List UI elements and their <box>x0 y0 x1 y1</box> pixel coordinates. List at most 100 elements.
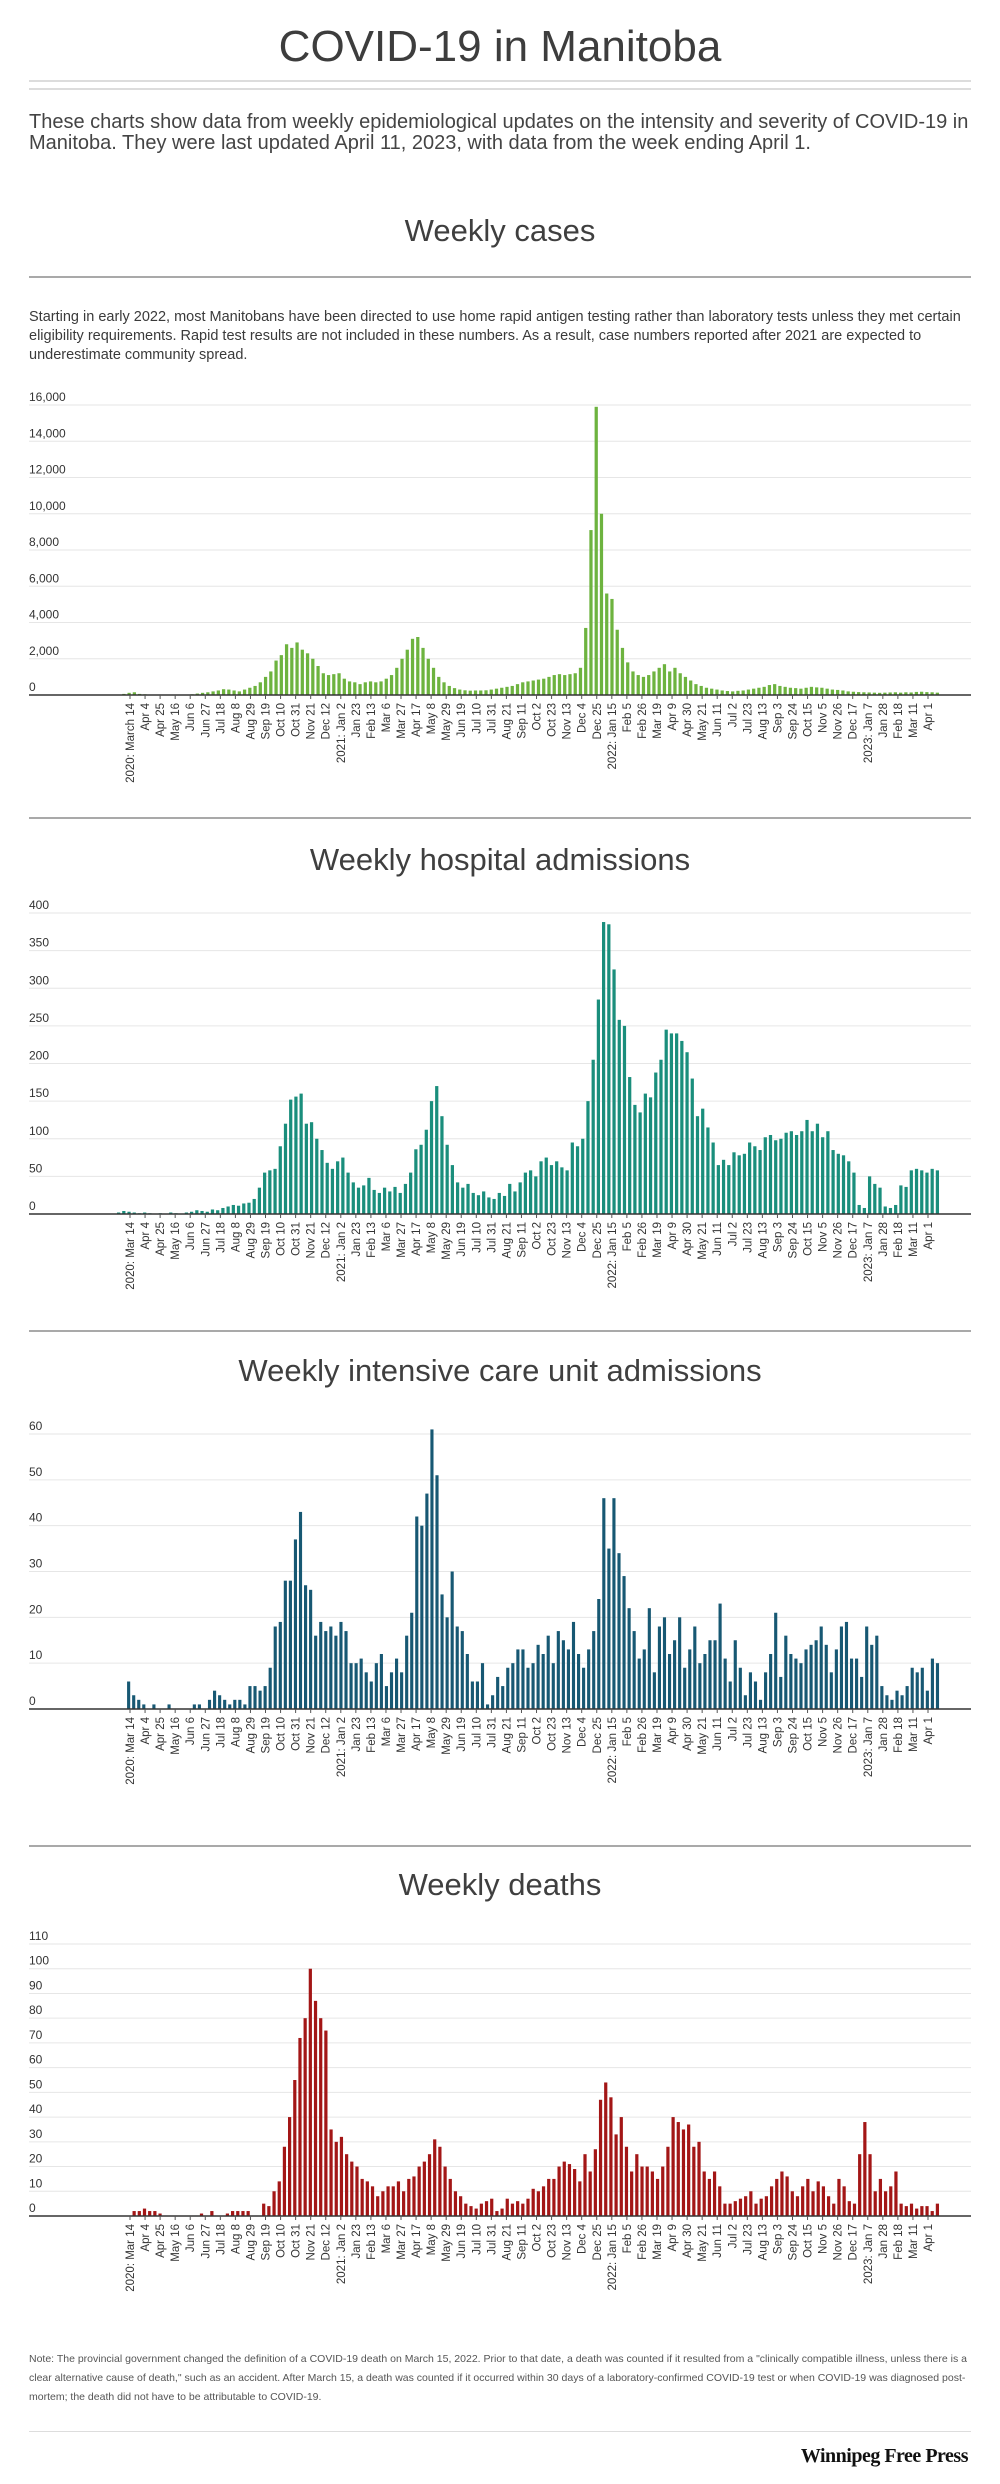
x-tick-label: Apr 9 <box>667 2224 679 2252</box>
title-divider <box>29 80 971 90</box>
x-tick-label: Sep 3 <box>772 1222 784 1252</box>
x-tick-label: Jul 31 <box>486 703 498 734</box>
bar <box>725 691 730 695</box>
bar <box>925 692 929 695</box>
bar <box>904 2206 908 2216</box>
bar <box>346 1172 350 1214</box>
bar <box>819 1626 823 1709</box>
x-tick-label: May 21 <box>697 703 709 741</box>
bar <box>794 688 798 695</box>
bar <box>309 1589 313 1709</box>
x-tick-label: Mar 11 <box>908 1717 920 1752</box>
bar <box>930 1168 934 1214</box>
x-tick-label: 2021: Jan 2 <box>336 703 348 763</box>
bar <box>764 1672 768 1709</box>
bar <box>708 1640 712 1709</box>
bar <box>416 637 420 695</box>
bar <box>880 1686 884 1709</box>
bar <box>127 1211 131 1214</box>
cases-section-divider <box>29 276 971 278</box>
bar <box>895 1690 899 1709</box>
bar <box>773 684 777 696</box>
x-tick-label: Jan 28 <box>878 2224 890 2259</box>
bar <box>238 1699 242 1709</box>
bar <box>541 1654 545 1709</box>
bar <box>878 692 882 695</box>
bar <box>890 1699 894 1709</box>
bar <box>329 1626 333 1709</box>
bar <box>591 1059 595 1214</box>
bar <box>690 1078 694 1214</box>
y-tick-label: 14,000 <box>29 426 66 440</box>
bar <box>304 1123 308 1214</box>
bar <box>516 1649 520 1709</box>
bar <box>195 1210 199 1214</box>
bar <box>358 684 362 696</box>
x-tick-label: Mar 11 <box>908 1222 920 1257</box>
bar <box>632 1631 636 1709</box>
bar <box>596 999 601 1214</box>
bar <box>403 1183 408 1214</box>
bar <box>570 1142 574 1214</box>
y-tick-label: 50 <box>29 2077 43 2091</box>
x-tick-label: May 8 <box>426 1222 438 1253</box>
bar <box>857 692 861 695</box>
x-tick-label: Jun 27 <box>200 1222 212 1257</box>
y-tick-label: 110 <box>29 1930 48 1943</box>
bar <box>311 658 315 695</box>
bar <box>754 2203 758 2216</box>
bar <box>284 644 289 695</box>
bar <box>814 1640 818 1709</box>
x-tick-label: Dec 17 <box>848 703 860 739</box>
bar <box>899 1185 903 1214</box>
bar <box>794 1658 798 1709</box>
bar <box>248 687 252 695</box>
y-tick-label: 4,000 <box>29 608 59 622</box>
x-tick-label: Jul 10 <box>471 1717 483 1748</box>
bar <box>852 2203 857 2216</box>
x-tick-label: May 16 <box>170 1717 182 1755</box>
y-tick-label: 20 <box>29 2152 43 2166</box>
bar <box>815 1123 820 1214</box>
x-tick-label: Dec 25 <box>592 1717 604 1753</box>
y-tick-label: 6,000 <box>29 571 59 585</box>
bar <box>764 2196 768 2216</box>
bar <box>243 1704 247 1709</box>
bar <box>563 675 567 695</box>
bar <box>350 2161 354 2216</box>
bar <box>450 1165 454 1214</box>
bar <box>805 1119 809 1214</box>
bar <box>349 1663 353 1709</box>
bar <box>707 2178 711 2216</box>
x-tick-label: Apr 25 <box>155 2224 167 2258</box>
bar <box>894 2171 898 2216</box>
y-tick-label: 16,000 <box>29 390 66 404</box>
bar <box>200 1210 204 1214</box>
x-tick-label: Mar 19 <box>652 2224 664 2260</box>
bar <box>718 2186 722 2216</box>
bar <box>865 1626 869 1709</box>
x-tick-label: Nov 13 <box>562 2224 574 2260</box>
bar <box>737 1155 741 1214</box>
bar <box>582 1667 586 1709</box>
icu-section-divider <box>29 1330 971 1332</box>
bar <box>622 1025 627 1215</box>
deaths-chart-title: Weekly deaths <box>398 1867 602 1902</box>
bar <box>379 1654 383 1709</box>
bar <box>354 1663 358 1709</box>
x-tick-label: May 21 <box>697 1222 709 1260</box>
bar <box>541 2186 546 2216</box>
x-tick-label: Sep 24 <box>787 2223 799 2260</box>
bar <box>744 2196 748 2216</box>
x-tick-label: May 29 <box>441 1717 453 1755</box>
bar <box>369 1681 373 1709</box>
bar <box>552 2178 556 2216</box>
x-tick-label: Dec 17 <box>848 1222 860 1258</box>
bar <box>667 1654 672 1709</box>
bar <box>883 2191 888 2216</box>
bar <box>445 1144 449 1214</box>
bar <box>258 682 262 695</box>
x-tick-label: Jul 31 <box>486 1717 498 1748</box>
bar <box>746 689 751 695</box>
bar <box>148 2211 152 2216</box>
